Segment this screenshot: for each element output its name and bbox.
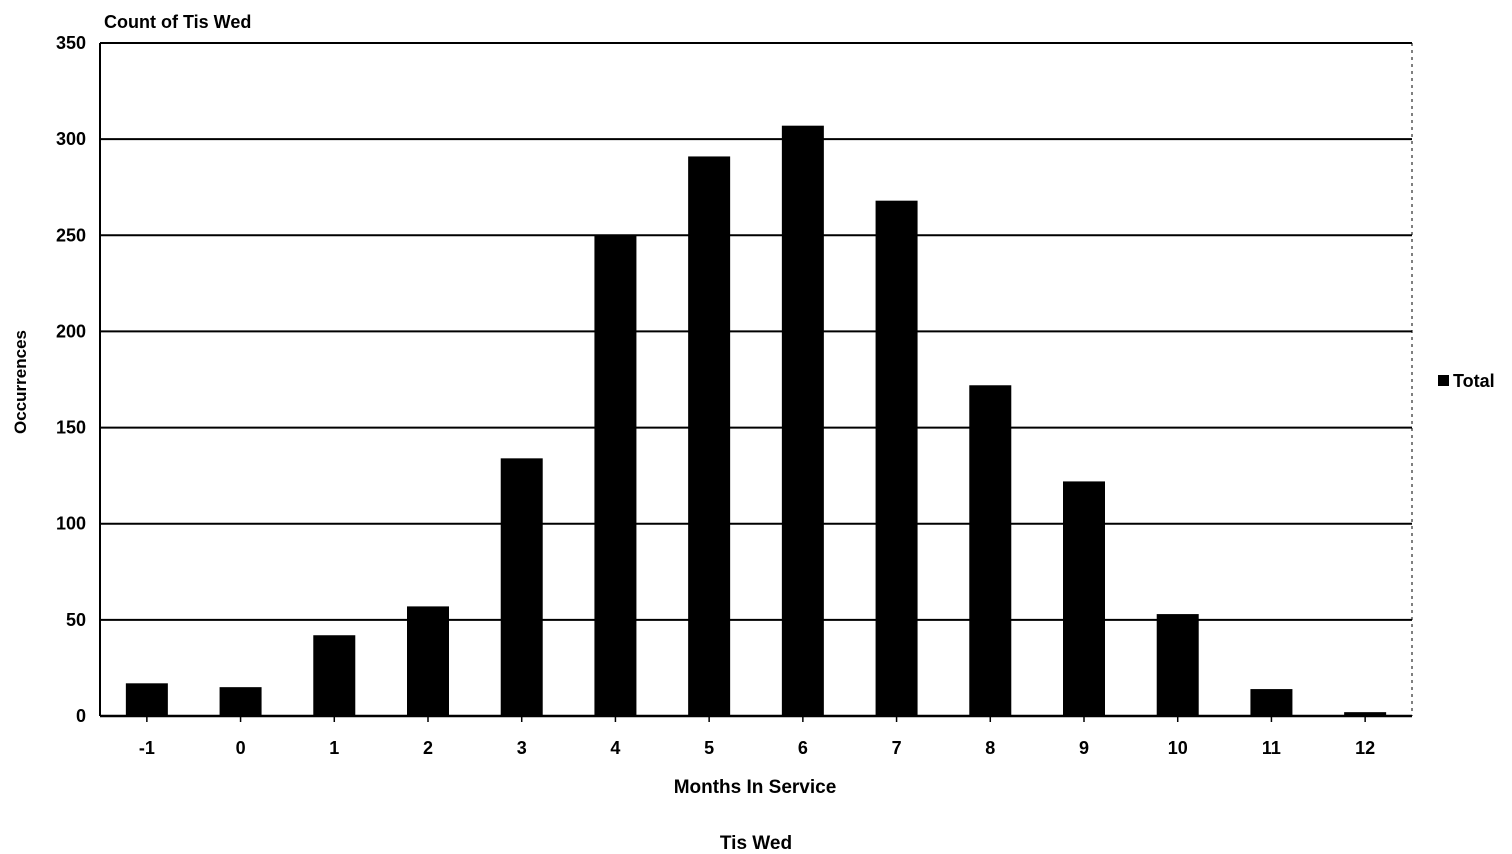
x-tick-labels: -1 0 1 2 3 4 5 6 7 8 9 10 11 12 [139, 738, 1375, 758]
x-tick-label: 12 [1355, 738, 1375, 758]
bars [125, 125, 1387, 717]
x-tick-label: 4 [610, 738, 620, 758]
bar-4 [594, 235, 637, 717]
y-tick-label: 300 [56, 129, 86, 149]
axes [99, 43, 1413, 722]
gridlines [100, 42, 1412, 621]
bar-5 [688, 156, 731, 716]
y-tick-label: 100 [56, 514, 86, 534]
x-tick-label: 1 [329, 738, 339, 758]
x-tick-label: 2 [423, 738, 433, 758]
y-tick-label: 200 [56, 321, 86, 341]
bar-9 [1063, 481, 1105, 716]
x-tick-label: 6 [798, 738, 808, 758]
y-tick-label: 50 [66, 610, 86, 630]
chart-title: Count of Tis Wed [104, 12, 251, 32]
x-tick-label: 9 [1079, 738, 1089, 758]
x-tick-label: 3 [517, 738, 527, 758]
bar-6 [781, 125, 824, 716]
x-tick-label: 5 [704, 738, 714, 758]
bar-8 [969, 385, 1012, 716]
x-tick-label: 10 [1168, 738, 1188, 758]
x-tick-label: 8 [985, 738, 995, 758]
bar-7 [875, 200, 918, 716]
y-tick-labels: 0 50 100 150 200 250 300 350 [56, 33, 86, 726]
bar-1 [313, 635, 356, 716]
y-tick-label: 0 [76, 706, 86, 726]
legend-label-total: Total [1453, 371, 1495, 391]
y-axis-label: Occurrences [11, 330, 30, 434]
bar--1 [125, 683, 168, 716]
bar-10 [1156, 614, 1199, 716]
y-tick-label: 150 [56, 418, 86, 438]
x-tick-label: 0 [236, 738, 246, 758]
y-tick-label: 250 [56, 225, 86, 245]
bar-11 [1250, 689, 1293, 716]
x-tick-label: 11 [1262, 738, 1281, 758]
bar-0 [219, 687, 262, 716]
bar-3 [500, 458, 543, 716]
y-tick-label: 350 [56, 33, 86, 53]
legend-swatch-total [1438, 375, 1449, 386]
bar-12 [1344, 712, 1387, 716]
x-tick-label: 7 [892, 738, 902, 758]
x-tick-label: -1 [139, 738, 155, 758]
x-axis-label: Months In Service [674, 777, 837, 798]
legend: Total [1438, 371, 1495, 391]
bar-2 [407, 606, 449, 716]
chart-footer-label: Tis Wed [720, 833, 792, 854]
